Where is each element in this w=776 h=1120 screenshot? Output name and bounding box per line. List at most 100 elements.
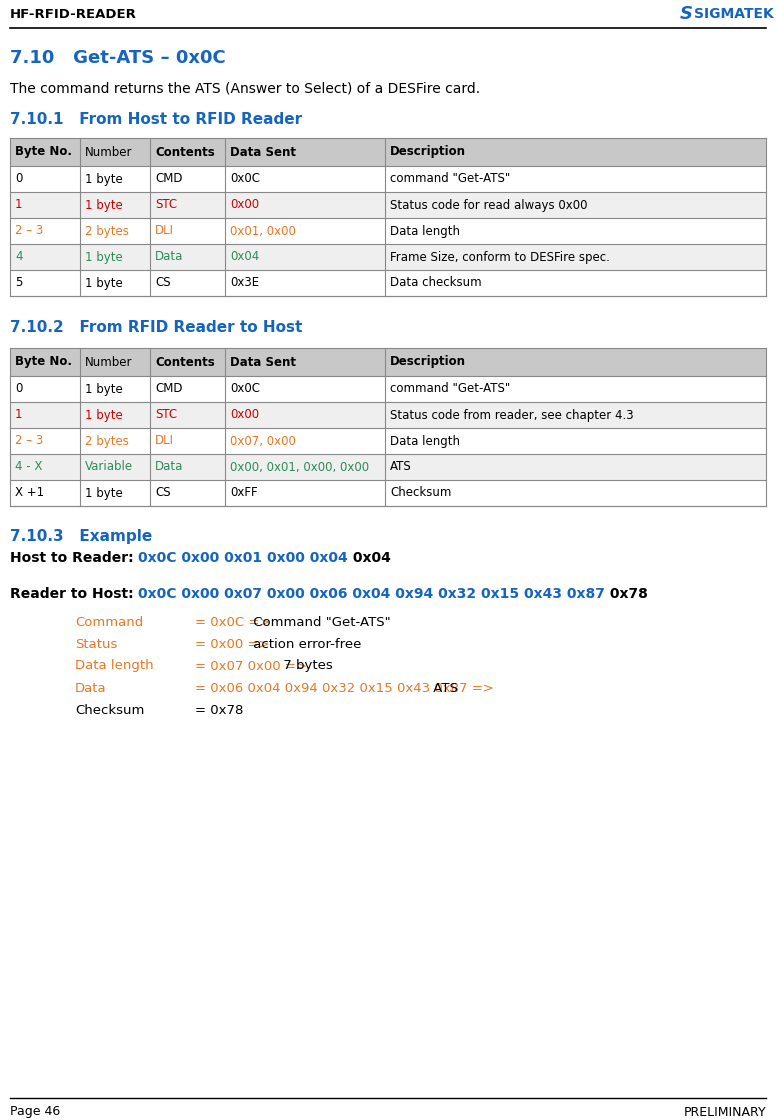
Text: 7.10.3   Example: 7.10.3 Example bbox=[10, 529, 152, 543]
Text: Status code from reader, see chapter 4.3: Status code from reader, see chapter 4.3 bbox=[390, 409, 634, 421]
Text: STC: STC bbox=[155, 198, 177, 212]
Text: = 0x06 0x04 0x94 0x32 0x15 0x43 0x87 =>: = 0x06 0x04 0x94 0x32 0x15 0x43 0x87 => bbox=[195, 681, 494, 694]
Text: 4 - X: 4 - X bbox=[15, 460, 43, 474]
Text: Variable: Variable bbox=[85, 460, 133, 474]
Text: ATS: ATS bbox=[390, 460, 412, 474]
Text: Contents: Contents bbox=[155, 355, 215, 368]
Text: CMD: CMD bbox=[155, 383, 182, 395]
Text: Checksum: Checksum bbox=[75, 703, 144, 717]
Text: 1 byte: 1 byte bbox=[85, 251, 123, 263]
Text: 0x07, 0x00: 0x07, 0x00 bbox=[230, 435, 296, 448]
Bar bbox=[10, 244, 766, 270]
Bar bbox=[10, 480, 766, 506]
Text: = 0x78: = 0x78 bbox=[195, 703, 244, 717]
Text: 0x04: 0x04 bbox=[230, 251, 259, 263]
Text: 0x0C 0x00 0x01 0x00 0x04: 0x0C 0x00 0x01 0x00 0x04 bbox=[138, 551, 348, 564]
Text: Command "Get-ATS": Command "Get-ATS" bbox=[249, 616, 390, 628]
Text: 0x0C: 0x0C bbox=[230, 172, 260, 186]
Text: 1 byte: 1 byte bbox=[85, 383, 123, 395]
Text: Data: Data bbox=[155, 460, 183, 474]
Text: 0xFF: 0xFF bbox=[230, 486, 258, 500]
Text: S: S bbox=[680, 4, 693, 24]
Text: 2 bytes: 2 bytes bbox=[85, 224, 129, 237]
Bar bbox=[10, 402, 766, 428]
Text: Data checksum: Data checksum bbox=[390, 277, 482, 289]
Text: PRELIMINARY: PRELIMINARY bbox=[684, 1105, 766, 1119]
Text: 2 – 3: 2 – 3 bbox=[15, 224, 43, 237]
Text: 1 byte: 1 byte bbox=[85, 172, 123, 186]
Text: Data Sent: Data Sent bbox=[230, 146, 296, 159]
Text: Status: Status bbox=[75, 637, 117, 651]
Text: = 0x07 0x00 =>: = 0x07 0x00 => bbox=[195, 660, 307, 672]
Text: HF-RFID-READER: HF-RFID-READER bbox=[10, 8, 137, 20]
Text: = 0x00 =>: = 0x00 => bbox=[195, 637, 269, 651]
Text: CMD: CMD bbox=[155, 172, 182, 186]
Text: Status code for read always 0x00: Status code for read always 0x00 bbox=[390, 198, 587, 212]
Text: 1: 1 bbox=[15, 198, 23, 212]
Text: Command: Command bbox=[75, 616, 144, 628]
Text: 1 byte: 1 byte bbox=[85, 486, 123, 500]
Text: Data: Data bbox=[155, 251, 183, 263]
Text: 7 bytes: 7 bytes bbox=[279, 660, 333, 672]
Text: Data length: Data length bbox=[390, 435, 460, 448]
Text: = 0x0C =>: = 0x0C => bbox=[195, 616, 271, 628]
Text: 0x3E: 0x3E bbox=[230, 277, 259, 289]
Text: 2 – 3: 2 – 3 bbox=[15, 435, 43, 448]
Text: CS: CS bbox=[155, 486, 171, 500]
Bar bbox=[10, 428, 766, 454]
Bar bbox=[10, 270, 766, 296]
Text: 4: 4 bbox=[15, 251, 23, 263]
Text: Byte No.: Byte No. bbox=[15, 146, 72, 159]
Bar bbox=[10, 454, 766, 480]
Bar bbox=[10, 166, 766, 192]
Text: 0x0C 0x00 0x07 0x00 0x06 0x04 0x94 0x32 0x15 0x43 0x87: 0x0C 0x00 0x07 0x00 0x06 0x04 0x94 0x32 … bbox=[138, 587, 605, 601]
Text: Frame Size, conform to DESFire spec.: Frame Size, conform to DESFire spec. bbox=[390, 251, 610, 263]
Text: 2 bytes: 2 bytes bbox=[85, 435, 129, 448]
Text: Number: Number bbox=[85, 146, 133, 159]
Text: Contents: Contents bbox=[155, 146, 215, 159]
Text: CS: CS bbox=[155, 277, 171, 289]
Text: Description: Description bbox=[390, 355, 466, 368]
Bar bbox=[10, 192, 766, 218]
Bar bbox=[10, 376, 766, 402]
Text: Data length: Data length bbox=[390, 224, 460, 237]
Text: 0x00: 0x00 bbox=[230, 198, 259, 212]
Text: Number: Number bbox=[85, 355, 133, 368]
Text: 0: 0 bbox=[15, 383, 23, 395]
Text: Description: Description bbox=[390, 146, 466, 159]
Bar bbox=[10, 348, 766, 376]
Text: 0x78: 0x78 bbox=[605, 587, 648, 601]
Text: 0x04: 0x04 bbox=[348, 551, 391, 564]
Text: ATS: ATS bbox=[429, 681, 458, 694]
Text: action error-free: action error-free bbox=[249, 637, 362, 651]
Text: DLI: DLI bbox=[155, 435, 174, 448]
Text: 7.10.2   From RFID Reader to Host: 7.10.2 From RFID Reader to Host bbox=[10, 320, 303, 336]
Text: Byte No.: Byte No. bbox=[15, 355, 72, 368]
Text: 0x00, 0x01, 0x00, 0x00: 0x00, 0x01, 0x00, 0x00 bbox=[230, 460, 369, 474]
Text: 7.10   Get-ATS – 0x0C: 7.10 Get-ATS – 0x0C bbox=[10, 49, 226, 67]
Bar bbox=[10, 218, 766, 244]
Text: 0x00: 0x00 bbox=[230, 409, 259, 421]
Text: 1 byte: 1 byte bbox=[85, 277, 123, 289]
Text: DLI: DLI bbox=[155, 224, 174, 237]
Text: command "Get-ATS": command "Get-ATS" bbox=[390, 172, 511, 186]
Text: Host to Reader:: Host to Reader: bbox=[10, 551, 138, 564]
Text: SIGMATEK: SIGMATEK bbox=[694, 7, 774, 21]
Text: 1 byte: 1 byte bbox=[85, 198, 123, 212]
Text: Data: Data bbox=[75, 681, 106, 694]
Bar bbox=[10, 138, 766, 166]
Text: 0x01, 0x00: 0x01, 0x00 bbox=[230, 224, 296, 237]
Text: Page 46: Page 46 bbox=[10, 1105, 61, 1119]
Text: The command returns the ATS (Answer to Select) of a DESFire card.: The command returns the ATS (Answer to S… bbox=[10, 81, 480, 95]
Text: 0x0C: 0x0C bbox=[230, 383, 260, 395]
Text: X +1: X +1 bbox=[15, 486, 44, 500]
Text: 1 byte: 1 byte bbox=[85, 409, 123, 421]
Text: Data length: Data length bbox=[75, 660, 154, 672]
Text: 0: 0 bbox=[15, 172, 23, 186]
Text: 5: 5 bbox=[15, 277, 23, 289]
Text: STC: STC bbox=[155, 409, 177, 421]
Text: 7.10.1   From Host to RFID Reader: 7.10.1 From Host to RFID Reader bbox=[10, 112, 302, 128]
Text: command "Get-ATS": command "Get-ATS" bbox=[390, 383, 511, 395]
Text: Data Sent: Data Sent bbox=[230, 355, 296, 368]
Text: Reader to Host:: Reader to Host: bbox=[10, 587, 138, 601]
